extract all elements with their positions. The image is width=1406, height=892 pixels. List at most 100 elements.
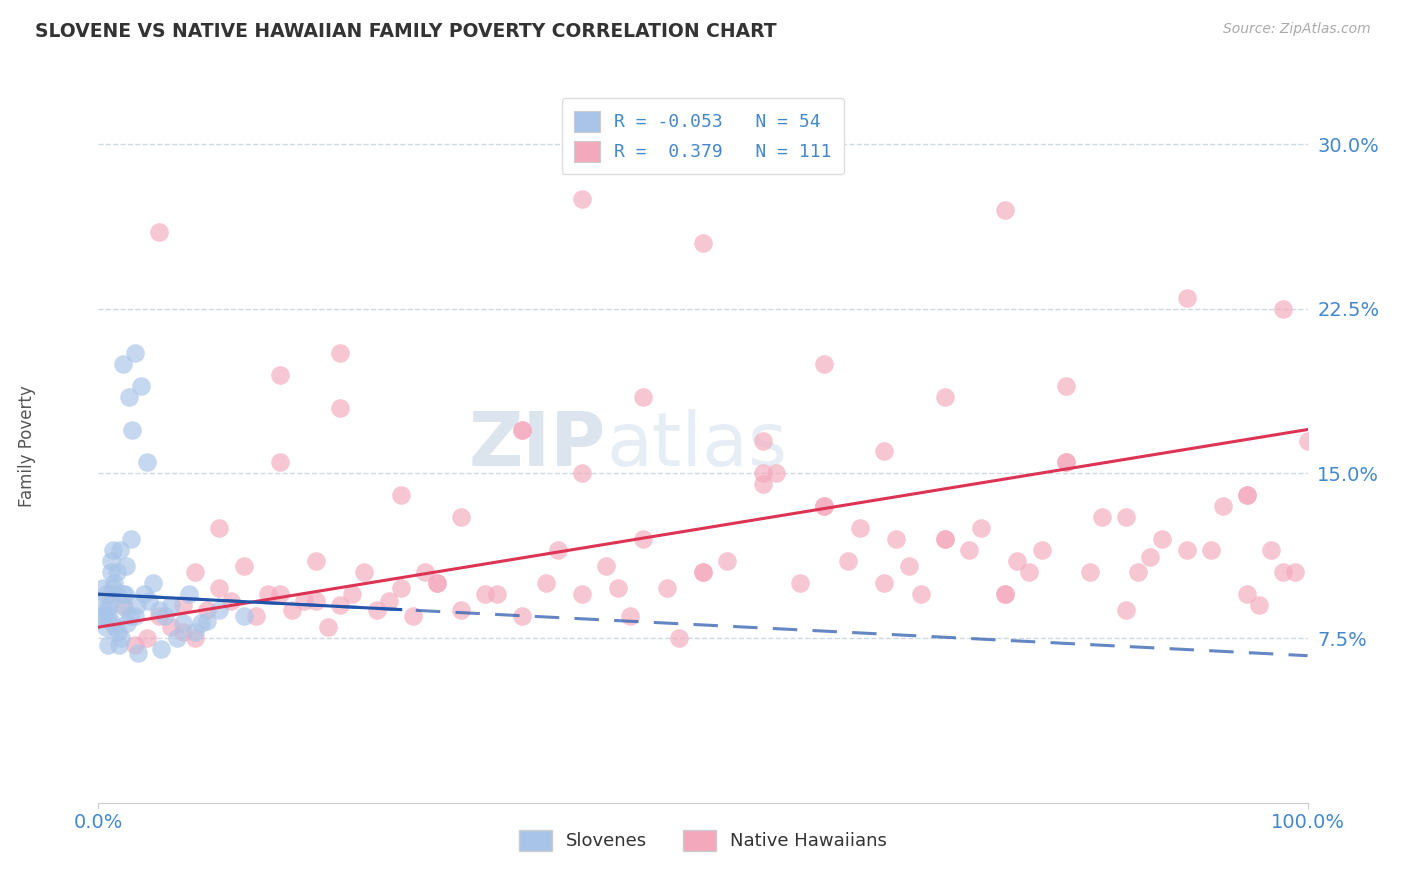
Point	[510, 423, 533, 437]
Point	[305, 554, 328, 568]
Point	[886, 533, 908, 547]
Point	[208, 602, 231, 616]
Point	[789, 576, 811, 591]
Point	[342, 587, 364, 601]
Point	[692, 566, 714, 580]
Point	[103, 576, 125, 591]
Point	[1199, 543, 1222, 558]
Point	[813, 357, 835, 371]
Point	[118, 609, 141, 624]
Point	[135, 455, 157, 469]
Point	[595, 558, 617, 573]
Point	[994, 587, 1017, 601]
Point	[153, 609, 176, 624]
Point	[245, 609, 267, 624]
Point	[97, 609, 120, 624]
Point	[1115, 602, 1137, 616]
Point	[366, 602, 388, 616]
Point	[329, 345, 352, 359]
Point	[837, 554, 859, 568]
Point	[94, 587, 117, 601]
Point	[1152, 533, 1174, 547]
Point	[897, 558, 920, 573]
Point	[1249, 598, 1271, 612]
Point	[269, 455, 291, 469]
Point	[752, 477, 775, 491]
Point	[873, 576, 896, 591]
Point	[934, 533, 956, 547]
Point	[100, 615, 122, 630]
Point	[316, 620, 339, 634]
Point	[172, 598, 194, 612]
Point	[1175, 543, 1198, 558]
Point	[135, 631, 157, 645]
Point	[1236, 488, 1258, 502]
Point	[184, 631, 207, 645]
Point	[104, 620, 127, 634]
Point	[120, 533, 142, 547]
Point	[94, 620, 117, 634]
Point	[91, 609, 114, 624]
Point	[1007, 554, 1029, 568]
Point	[117, 615, 139, 630]
Point	[668, 631, 690, 645]
Point	[138, 594, 160, 608]
Point	[232, 558, 254, 573]
Point	[1054, 455, 1077, 469]
Point	[160, 598, 183, 612]
Point	[172, 624, 194, 639]
Point	[450, 602, 472, 616]
Point	[692, 566, 714, 580]
Point	[571, 192, 593, 206]
Text: SLOVENE VS NATIVE HAWAIIAN FAMILY POVERTY CORRELATION CHART: SLOVENE VS NATIVE HAWAIIAN FAMILY POVERT…	[35, 22, 776, 41]
Point	[413, 566, 436, 580]
Point	[631, 533, 654, 547]
Point	[108, 638, 131, 652]
Point	[547, 543, 569, 558]
Point	[474, 587, 496, 601]
Point	[111, 587, 134, 601]
Point	[752, 434, 775, 448]
Point	[1054, 455, 1077, 469]
Point	[1236, 488, 1258, 502]
Point	[93, 609, 115, 624]
Point	[100, 566, 122, 580]
Point	[765, 467, 787, 481]
Point	[179, 587, 201, 601]
Point	[631, 390, 654, 404]
Point	[1054, 378, 1077, 392]
Point	[190, 615, 212, 630]
Point	[105, 566, 128, 580]
Point	[100, 554, 122, 568]
Point	[849, 521, 872, 535]
Point	[934, 533, 956, 547]
Text: ZIP: ZIP	[470, 409, 606, 483]
Point	[692, 235, 714, 250]
Point	[1031, 543, 1053, 558]
Point	[655, 581, 678, 595]
Point	[93, 594, 115, 608]
Point	[124, 609, 146, 624]
Point	[716, 554, 738, 568]
Y-axis label: Family Poverty: Family Poverty	[18, 385, 37, 507]
Point	[101, 543, 124, 558]
Point	[752, 467, 775, 481]
Point	[166, 631, 188, 645]
Point	[108, 543, 131, 558]
Point	[281, 602, 304, 616]
Text: Source: ZipAtlas.com: Source: ZipAtlas.com	[1223, 22, 1371, 37]
Point	[184, 624, 207, 639]
Point	[1284, 566, 1306, 580]
Point	[1272, 566, 1295, 580]
Point	[184, 566, 207, 580]
Point	[813, 500, 835, 514]
Point	[1018, 566, 1040, 580]
Point	[389, 488, 412, 502]
Point	[195, 614, 218, 628]
Point	[486, 587, 509, 601]
Point	[221, 594, 243, 608]
Point	[232, 609, 254, 624]
Point	[121, 423, 143, 437]
Point	[1139, 549, 1161, 564]
Point	[114, 587, 136, 601]
